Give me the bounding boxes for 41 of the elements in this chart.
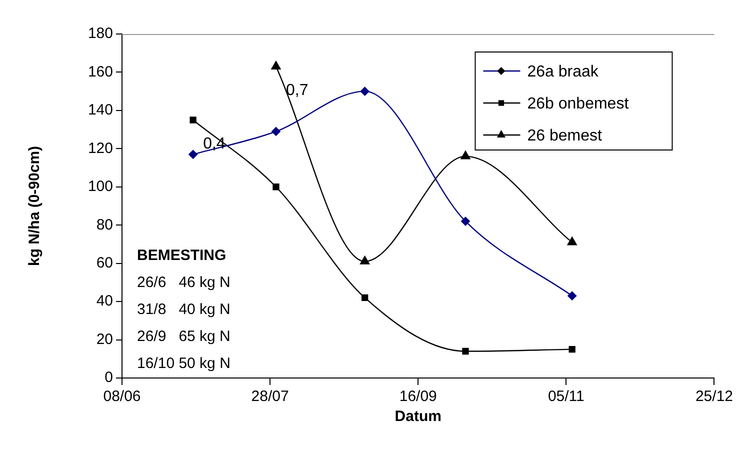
point (190, 116, 196, 124)
annotation: 26/6 46 kg N (137, 274, 230, 292)
point (460, 216, 470, 226)
x-tick-label: 05/11 (548, 388, 584, 406)
y-tick-label: 60 (96, 254, 113, 272)
annotation: 0,4 (203, 135, 226, 152)
y-tick-label: 140 (88, 102, 113, 119)
point (272, 184, 280, 190)
legend-label: 26b onbemest (527, 95, 630, 112)
x-axis-title: Datum (394, 408, 442, 426)
point (361, 294, 368, 302)
point (360, 86, 370, 96)
y-tick-label: 0 (104, 369, 113, 386)
x-tick-label: 08/06 (103, 388, 141, 406)
point (568, 346, 576, 353)
annotation: BEMESTING (137, 247, 226, 264)
y-tick-label: 180 (88, 25, 113, 42)
point (271, 126, 280, 136)
annotation: 26/9 65 kg N (137, 328, 230, 346)
legend-label: 26a braak (527, 63, 600, 80)
annotation: 0,7 (286, 82, 308, 99)
x-tick-label: 28/07 (251, 388, 289, 406)
point (460, 150, 470, 160)
x-tick-label: 25/12 (695, 388, 734, 406)
point (188, 150, 198, 159)
point (462, 348, 469, 355)
point (271, 60, 281, 70)
point (360, 256, 370, 264)
point (567, 236, 577, 246)
legend-label: 26 bemest (527, 127, 602, 144)
y-tick-label: 120 (88, 140, 113, 157)
y-tick-label: 40 (96, 292, 113, 310)
y-tick-label: 20 (96, 330, 113, 348)
annotation: 16/10 50 kg N (137, 355, 230, 372)
point (568, 291, 577, 300)
x-tick-label: 16/09 (399, 388, 437, 406)
y-tick-label: 100 (88, 178, 113, 196)
y-axis-title: kg N/ha (0-90cm) (26, 146, 44, 266)
y-tick-label: 160 (88, 63, 113, 80)
y-tick-label: 80 (96, 216, 113, 234)
annotation: 31/8 40 kg N (137, 301, 230, 318)
